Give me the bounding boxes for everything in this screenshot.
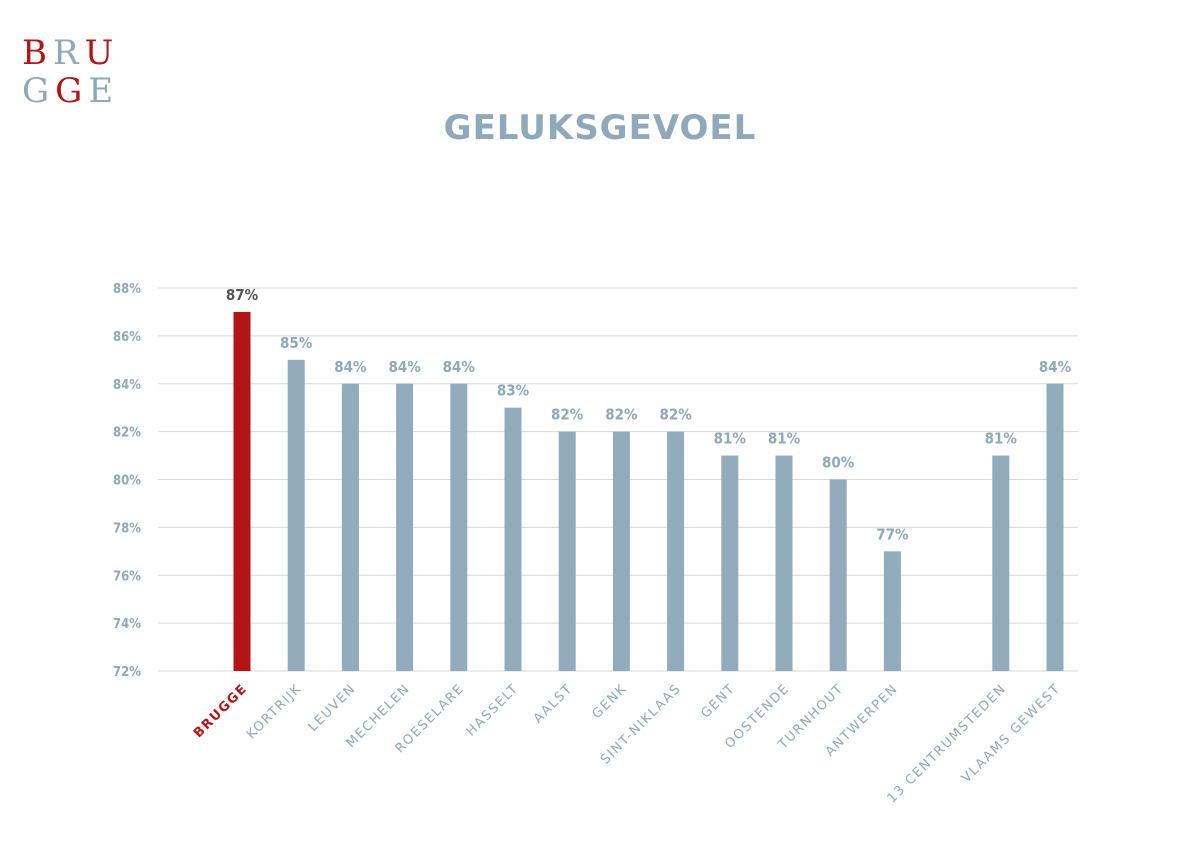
x-tick-label: VLAAMS GEWEST (959, 681, 1064, 786)
y-tick-label: 88% (113, 282, 141, 297)
bar (721, 455, 739, 671)
data-label: 81% (768, 430, 801, 448)
bar (233, 311, 251, 671)
x-tick-label: KORTRIJK (244, 681, 305, 742)
y-tick-label: 78% (113, 521, 141, 536)
bar (667, 431, 685, 671)
bar (775, 455, 793, 671)
y-tick-label: 72% (113, 665, 141, 680)
logo-letter: G (55, 71, 89, 111)
data-label: 82% (605, 406, 638, 424)
bar (504, 407, 522, 671)
y-tick-label: 80% (113, 474, 141, 489)
bar (558, 431, 576, 671)
bar (829, 479, 847, 671)
data-label: 84% (1039, 358, 1072, 376)
logo-row-2: GGE (22, 72, 119, 110)
y-axis: 72% 74% 76% 78% 80% 82% 84% 86% 88% (113, 282, 141, 680)
chart-title: GELUKSGEVOEL (443, 108, 757, 148)
x-tick-label: HASSELT (464, 681, 522, 739)
x-tick-label: AALST (531, 681, 576, 726)
data-label: 87% (226, 286, 259, 304)
bar (883, 551, 901, 671)
logo-letter: B (22, 33, 53, 73)
logo-letter: U (84, 33, 120, 73)
x-tick-label: GENT (698, 681, 738, 721)
data-label: 84% (388, 358, 421, 376)
logo-letter: E (88, 71, 120, 111)
x-tick-label: BRUGGE (191, 681, 251, 741)
bar (450, 383, 468, 671)
y-tick-label: 86% (113, 330, 141, 345)
bars (233, 311, 1064, 671)
data-label: 85% (280, 334, 313, 352)
x-tick-label: GENK (590, 681, 631, 722)
bar (341, 383, 359, 671)
data-label: 83% (497, 382, 530, 400)
brugge-logo: BRU GGE (22, 34, 119, 110)
y-tick-label: 84% (113, 378, 141, 393)
data-label: 82% (659, 406, 692, 424)
x-tick-label: LEUVEN (306, 681, 360, 735)
bar (1046, 383, 1064, 671)
data-label: 81% (714, 430, 747, 448)
data-label: 77% (876, 525, 909, 543)
data-label: 80% (822, 454, 855, 472)
y-tick-label: 74% (113, 617, 141, 632)
data-labels: 87% 85% 84% 84% 84% 83% 82% 82% 82% 81% 81% 80% 77% 8… (226, 286, 1072, 543)
bar (396, 383, 414, 671)
logo-row-1: BRU (22, 34, 119, 72)
bar (287, 359, 305, 671)
logo-letter: G (22, 71, 56, 111)
data-label: 82% (551, 406, 584, 424)
data-label: 81% (985, 430, 1018, 448)
y-tick-label: 76% (113, 569, 141, 584)
bar (612, 431, 630, 671)
data-label: 84% (334, 358, 367, 376)
y-tick-label: 82% (113, 426, 141, 441)
logo-letter: R (53, 33, 85, 73)
data-label: 84% (443, 358, 476, 376)
bar (992, 455, 1010, 671)
